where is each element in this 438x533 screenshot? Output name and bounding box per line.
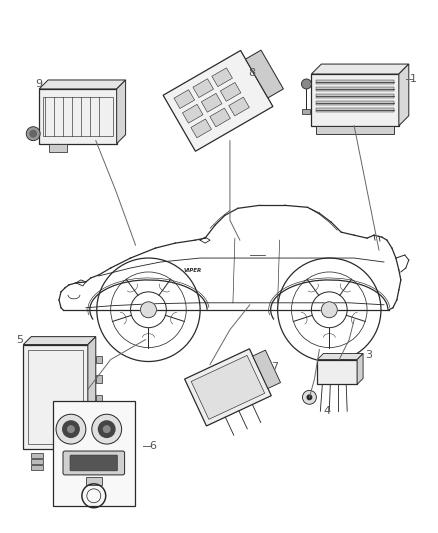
Bar [53, 401, 134, 506]
Bar [86, 477, 102, 485]
Polygon shape [174, 90, 194, 109]
FancyBboxPatch shape [70, 455, 118, 471]
Circle shape [56, 414, 86, 444]
Polygon shape [246, 50, 283, 98]
Text: 6: 6 [149, 441, 156, 451]
Text: 4: 4 [324, 406, 331, 416]
Polygon shape [88, 337, 96, 449]
Circle shape [26, 127, 40, 141]
Circle shape [29, 130, 37, 138]
Circle shape [141, 302, 156, 318]
Polygon shape [163, 51, 273, 151]
Polygon shape [253, 350, 280, 389]
Polygon shape [220, 83, 241, 101]
Bar [43, 97, 113, 136]
Polygon shape [229, 97, 249, 116]
Bar [311, 74, 399, 126]
Bar [96, 356, 102, 364]
Circle shape [92, 414, 122, 444]
Bar [31, 465, 43, 470]
Bar [303, 109, 311, 114]
Bar [318, 360, 357, 384]
Polygon shape [193, 79, 213, 98]
Bar [49, 144, 67, 151]
Bar [316, 94, 394, 98]
Bar [316, 126, 394, 134]
Bar [39, 89, 117, 144]
Circle shape [103, 425, 111, 433]
Polygon shape [191, 119, 212, 138]
Text: 5: 5 [16, 335, 23, 345]
Text: 1: 1 [410, 74, 417, 84]
Bar [31, 459, 43, 464]
Polygon shape [210, 108, 230, 127]
Polygon shape [39, 80, 126, 89]
Bar [96, 375, 102, 383]
Bar [316, 87, 394, 91]
FancyBboxPatch shape [63, 451, 124, 475]
Bar [31, 453, 43, 458]
Circle shape [301, 79, 311, 89]
Bar [23, 345, 88, 449]
Polygon shape [357, 353, 363, 384]
Polygon shape [184, 349, 271, 426]
Text: 8: 8 [248, 68, 255, 78]
Text: VIPER: VIPER [184, 268, 202, 273]
Circle shape [98, 420, 116, 438]
Polygon shape [191, 356, 265, 419]
Polygon shape [23, 337, 96, 345]
Text: 7: 7 [271, 362, 278, 373]
Bar [316, 108, 394, 112]
Bar [28, 350, 83, 444]
Text: 9: 9 [35, 79, 43, 89]
Polygon shape [117, 80, 126, 144]
Polygon shape [318, 353, 363, 360]
Text: 3: 3 [366, 350, 373, 360]
Bar [96, 395, 102, 403]
Circle shape [303, 390, 316, 404]
Circle shape [321, 302, 337, 318]
Bar [316, 101, 394, 105]
Bar [316, 80, 394, 84]
Polygon shape [201, 93, 222, 112]
Polygon shape [212, 68, 233, 87]
Polygon shape [399, 64, 409, 126]
Circle shape [62, 420, 80, 438]
Polygon shape [311, 64, 409, 74]
Bar [96, 415, 102, 423]
Circle shape [307, 394, 312, 400]
Circle shape [67, 425, 75, 433]
Polygon shape [183, 104, 203, 123]
